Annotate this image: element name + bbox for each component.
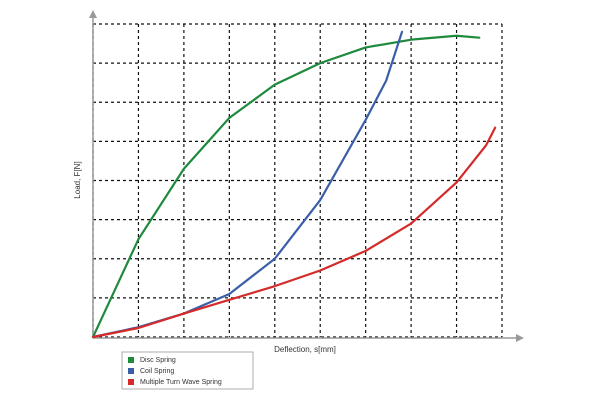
legend-swatch	[128, 357, 134, 363]
legend-label: Multiple Turn Wave Spring	[140, 379, 222, 386]
x-axis-label: Deflection, s[mm]	[274, 345, 336, 354]
legend-swatch	[128, 379, 134, 385]
legend-swatch	[128, 368, 134, 374]
y-axis-arrow	[89, 10, 97, 18]
legend-box	[121, 351, 254, 390]
series-line	[91, 34, 481, 339]
series-line	[91, 126, 497, 339]
x-axis-arrow	[516, 334, 524, 342]
legend-label: Disc Spring	[140, 357, 176, 364]
series-line	[91, 30, 404, 339]
y-axis-label: Load, F[N]	[73, 161, 82, 198]
legend-label: Coil Spring	[140, 368, 174, 375]
